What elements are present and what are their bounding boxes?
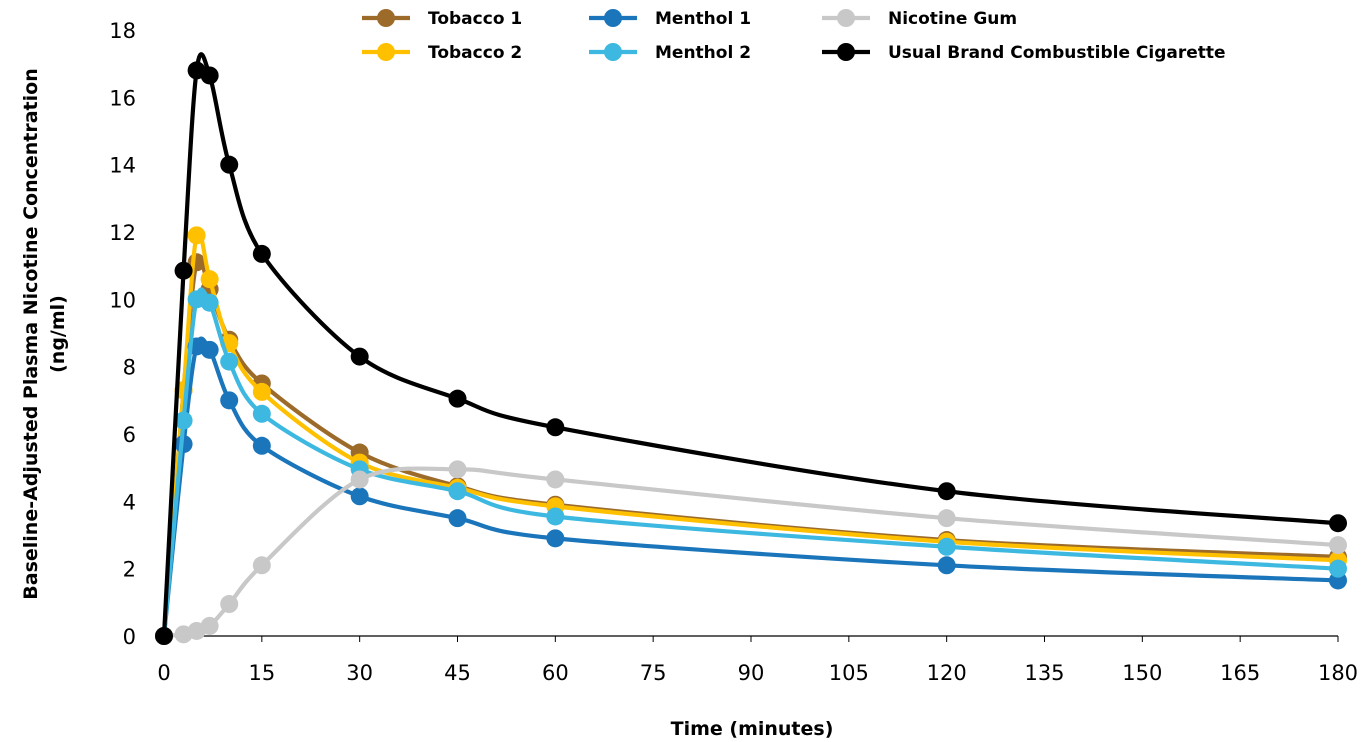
x-tick-label: 60 [542, 661, 569, 685]
data-point-menthol-1 [546, 529, 565, 548]
y-tick-label: 4 [123, 490, 136, 514]
series-line-usual-brand-combustible-cigarette [161, 52, 1341, 639]
legend-swatch-marker [604, 43, 622, 61]
axes: 0 15 30 45 60 75 90 105 120 135 150 165 180 0 2 4 6 8 10 12… [109, 19, 1358, 685]
data-point-usual-brand-combustible-cigarette [448, 389, 467, 408]
legend-item-menthol-2: Menthol 2 [589, 43, 751, 63]
x-tick-label: 165 [1220, 661, 1260, 685]
legend-item-tobacco-1: Tobacco 1 [362, 9, 522, 29]
data-point-menthol-2 [220, 352, 239, 371]
y-tick-label: 0 [123, 625, 136, 649]
data-point-nicotine-gum [448, 460, 467, 479]
data-point-menthol-1 [937, 556, 956, 575]
data-point-nicotine-gum [252, 556, 271, 575]
data-point-menthol-1 [350, 487, 369, 506]
data-point-menthol-1 [200, 340, 219, 359]
legend-label: Usual Brand Combustible Cigarette [888, 43, 1226, 63]
legend-label: Tobacco 1 [428, 9, 522, 29]
legend-item-tobacco-2: Tobacco 2 [362, 43, 522, 63]
legend-label: Menthol 1 [655, 9, 751, 29]
x-tick-label: 180 [1318, 661, 1358, 685]
x-tick-label: 135 [1024, 661, 1064, 685]
data-point-usual-brand-combustible-cigarette [155, 627, 173, 645]
legend: Tobacco 1 Tobacco 2 Menthol 1 Menthol 2 Nico… [362, 9, 1226, 63]
legend-swatch-marker [377, 43, 395, 61]
y-axis-title: Baseline-Adjusted Plasma Nicotine Concen… [20, 68, 42, 599]
x-tick-label: 90 [738, 661, 765, 685]
data-point-usual-brand-combustible-cigarette [350, 347, 369, 366]
data-point-menthol-2 [200, 293, 219, 312]
data-point-nicotine-gum [350, 470, 369, 489]
x-tick-label: 45 [444, 661, 471, 685]
series-usual-brand-combustible-cigarette [155, 52, 1347, 645]
y-axis-unit: (ng/ml) [47, 295, 69, 373]
series-line-menthol-1 [161, 336, 1341, 639]
data-point-usual-brand-combustible-cigarette [220, 155, 239, 174]
series-menthol-1 [155, 336, 1347, 645]
data-point-nicotine-gum [1329, 536, 1347, 555]
data-point-usual-brand-combustible-cigarette [200, 66, 219, 85]
x-axis-title: Time (minutes) [671, 718, 834, 740]
legend-swatch-marker [604, 9, 622, 27]
legend-item-usual-brand-combustible-cigarette: Usual Brand Combustible Cigarette [822, 43, 1226, 63]
legend-item-nicotine-gum: Nicotine Gum [822, 9, 1017, 29]
legend-swatch-marker [837, 9, 855, 27]
data-point-usual-brand-combustible-cigarette [546, 418, 565, 437]
data-point-usual-brand-combustible-cigarette [937, 482, 956, 501]
x-tick-label: 150 [1122, 661, 1162, 685]
data-point-menthol-2 [1329, 559, 1347, 578]
data-point-nicotine-gum [937, 509, 956, 528]
x-tick-label: 75 [640, 661, 667, 685]
y-tick-label: 10 [109, 288, 136, 312]
y-tick-label: 12 [109, 221, 136, 245]
legend-swatch-marker [377, 9, 395, 27]
y-tick-label: 6 [123, 423, 136, 447]
data-point-usual-brand-combustible-cigarette [252, 244, 271, 263]
y-tick-label: 18 [109, 19, 136, 43]
legend-label: Tobacco 2 [428, 43, 522, 63]
series-line-menthol-2 [161, 287, 1341, 639]
y-tick-label: 16 [109, 86, 136, 110]
x-tick-label: 0 [157, 661, 170, 685]
data-point-usual-brand-combustible-cigarette [1329, 514, 1347, 533]
data-point-menthol-2 [937, 537, 956, 556]
data-point-tobacco-2 [187, 226, 206, 245]
data-point-menthol-2 [252, 404, 271, 423]
data-point-nicotine-gum [220, 595, 239, 614]
x-tick-label: 120 [927, 661, 967, 685]
data-point-menthol-2 [448, 482, 467, 501]
legend-item-menthol-1: Menthol 1 [589, 9, 751, 29]
series-layer [155, 52, 1347, 645]
legend-label: Menthol 2 [655, 43, 751, 63]
data-point-nicotine-gum [200, 616, 219, 635]
data-point-menthol-1 [220, 391, 239, 410]
y-tick-label: 8 [123, 356, 136, 380]
series-menthol-2 [155, 287, 1347, 645]
y-tick-label: 14 [109, 154, 136, 178]
data-point-tobacco-2 [200, 270, 219, 289]
data-point-menthol-1 [448, 509, 467, 528]
x-tick-label: 105 [829, 661, 869, 685]
data-point-menthol-1 [252, 436, 271, 455]
data-point-nicotine-gum [546, 470, 565, 489]
data-point-menthol-2 [546, 507, 565, 526]
data-point-menthol-2 [174, 411, 193, 430]
x-tick-label: 15 [248, 661, 275, 685]
data-point-tobacco-2 [252, 382, 271, 401]
x-tick-label: 30 [346, 661, 373, 685]
legend-label: Nicotine Gum [888, 9, 1017, 29]
y-tick-label: 2 [123, 558, 136, 582]
data-point-usual-brand-combustible-cigarette [174, 261, 193, 280]
series-line-tobacco-1 [161, 255, 1341, 639]
legend-swatch-marker [837, 43, 855, 61]
